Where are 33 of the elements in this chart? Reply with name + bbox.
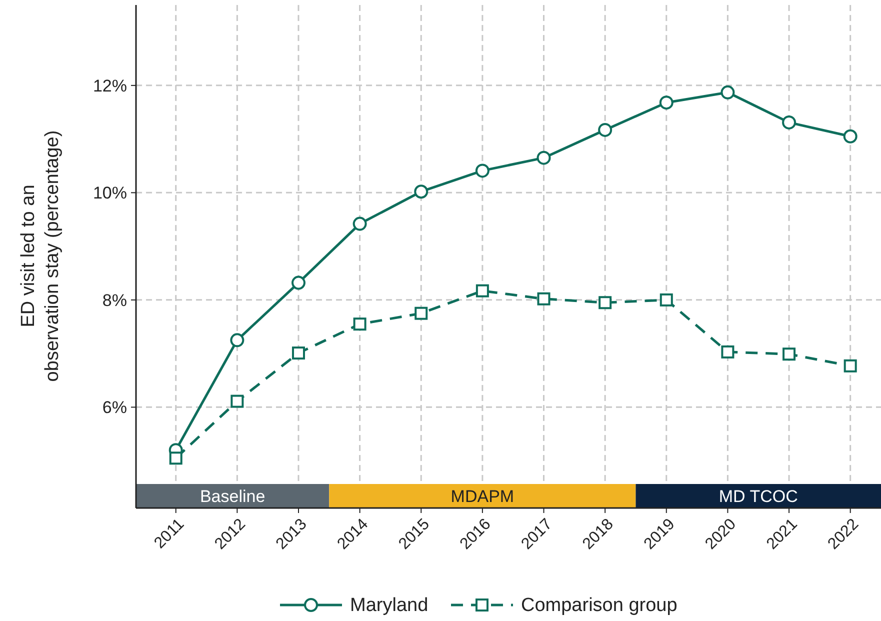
point — [414, 184, 428, 199]
point — [475, 164, 490, 178]
point — [414, 306, 428, 320]
point — [230, 394, 244, 408]
point — [720, 85, 735, 100]
point — [292, 346, 305, 360]
point — [844, 359, 857, 372]
y-tick-label: 8% — [102, 290, 127, 310]
band-label: Baseline — [200, 487, 266, 506]
y-tick-label: 6% — [102, 398, 127, 418]
point — [476, 284, 489, 298]
point — [843, 129, 858, 144]
point — [352, 216, 367, 231]
point — [598, 296, 612, 310]
point — [169, 452, 182, 465]
legend-label: Comparison group — [521, 595, 678, 616]
legend-label: Maryland — [350, 595, 428, 616]
point — [598, 122, 612, 137]
point — [537, 292, 550, 306]
point — [659, 96, 674, 110]
point — [230, 333, 244, 348]
point — [353, 318, 366, 331]
band-label: MDAPM — [450, 487, 514, 506]
y-axis-title: ED visit led to an observation stay (percentage) — [18, 130, 63, 382]
band-label: MD TCOC — [718, 487, 798, 506]
point — [782, 348, 796, 361]
y-tick-label: 12% — [92, 76, 127, 96]
point — [291, 276, 306, 290]
point — [721, 345, 734, 358]
point — [782, 115, 796, 130]
point — [660, 293, 673, 306]
y-tick-label: 10% — [92, 184, 127, 203]
point — [536, 150, 551, 165]
